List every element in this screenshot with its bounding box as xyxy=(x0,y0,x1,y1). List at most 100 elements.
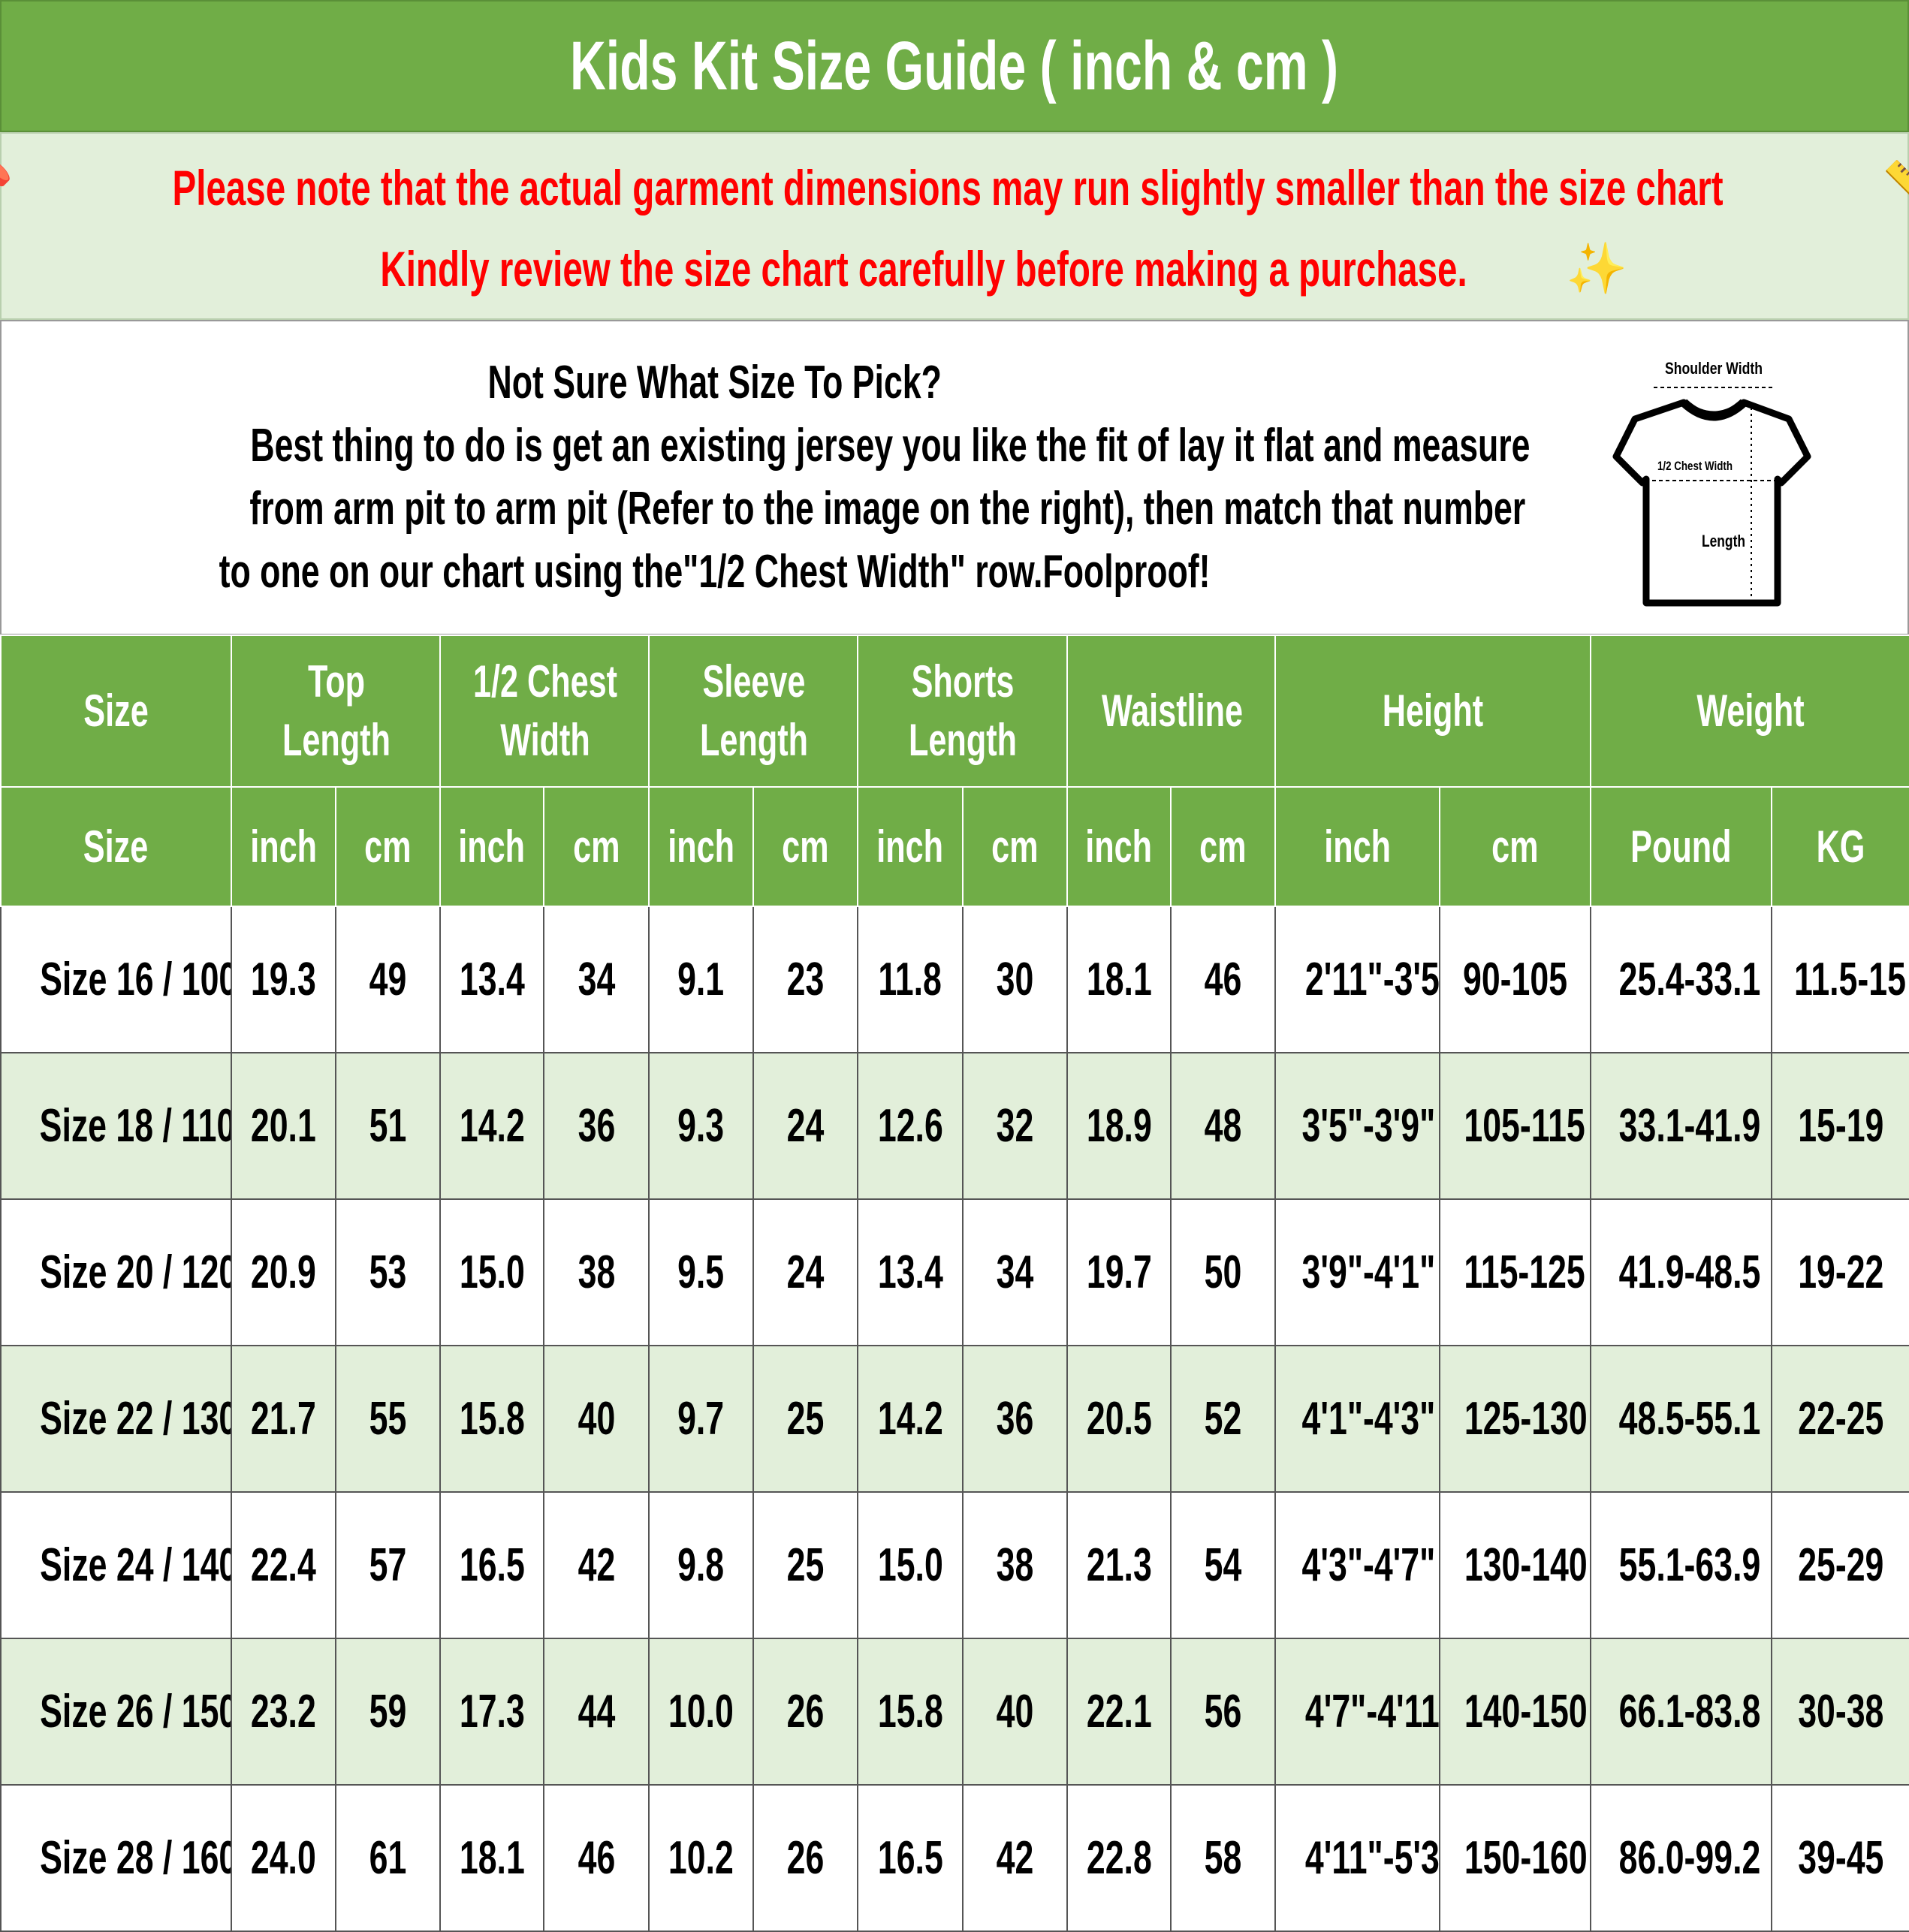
table-cell: 18.1 xyxy=(439,1784,544,1932)
table-cell: 24.0 xyxy=(231,1784,336,1932)
unit-header: cm xyxy=(335,786,441,907)
table-cell-text: 26 xyxy=(786,1832,825,1884)
table-cell-text: 18.1 xyxy=(459,1832,525,1884)
table-cell: 61 xyxy=(335,1784,441,1932)
table-cell-text: 40 xyxy=(578,1393,615,1445)
table-cell: 9.1 xyxy=(648,906,754,1053)
table-cell-text: 34 xyxy=(578,954,615,1005)
table-cell: 26 xyxy=(752,1784,858,1932)
table-cell-text: 18.1 xyxy=(1086,954,1152,1005)
shoulder-width-label: Shoulder Width xyxy=(1665,359,1763,378)
column-group-header: Waistline xyxy=(1066,634,1276,788)
table-cell: 53 xyxy=(335,1198,441,1346)
table-cell: 105-115 xyxy=(1439,1052,1591,1200)
table-cell: 25.4-33.1 xyxy=(1590,906,1772,1053)
size-cell: Size 24 / 140 xyxy=(0,1491,232,1639)
table-cell-text: 14.2 xyxy=(459,1100,525,1152)
table-cell-text: 30 xyxy=(996,954,1034,1005)
table-cell: 25 xyxy=(752,1491,858,1639)
table-cell: 15.8 xyxy=(439,1345,544,1493)
unit-header-text: cm xyxy=(572,821,620,872)
table-cell-text: 3'5"-3'9" xyxy=(1301,1100,1436,1152)
table-cell-text: 42 xyxy=(578,1539,615,1591)
table-cell-text: 4'1"-4'3" xyxy=(1301,1393,1436,1445)
size-cell: Size 28 / 160 xyxy=(0,1784,232,1932)
table-cell: 17.3 xyxy=(439,1638,544,1786)
table-row: Size 20 / 120 20.9 53 15.0 38 9.5 24 13.4 34 19.7… xyxy=(0,1198,1909,1346)
size-cell: Size 20 / 120 xyxy=(0,1198,232,1346)
unit-header: cm xyxy=(962,786,1068,907)
table-cell-text: 19.3 xyxy=(251,954,316,1005)
table-cell-text: 24.0 xyxy=(251,1832,316,1884)
table-cell: 9.3 xyxy=(648,1052,754,1200)
table-cell: 36 xyxy=(962,1345,1068,1493)
table-cell-text: 17.3 xyxy=(459,1686,525,1738)
table-row: Size 16 / 100 19.3 49 13.4 34 9.1 23 11.8 30 18.1… xyxy=(0,906,1909,1053)
unit-header-text: cm xyxy=(991,821,1039,872)
size-cell: Size 22 / 130 xyxy=(0,1345,232,1493)
table-cell: 30 xyxy=(962,906,1068,1053)
table-cell: 20.5 xyxy=(1066,1345,1172,1493)
table-cell-text: 56 xyxy=(1204,1686,1242,1738)
table-cell-text: 15.0 xyxy=(877,1539,943,1591)
table-cell: 26 xyxy=(752,1638,858,1786)
table-cell: 11.5-15 xyxy=(1771,906,1909,1053)
table-cell: 48 xyxy=(1170,1052,1276,1200)
unit-header-text: inch xyxy=(1324,821,1391,872)
table-cell: 150-160 xyxy=(1439,1784,1591,1932)
size-cell-text: Size 20 / 120 xyxy=(40,1246,231,1298)
table-cell-text: 23 xyxy=(786,954,825,1005)
table-cell-text: 90-105 xyxy=(1462,954,1568,1005)
header-row-units: Size inch cm inch cm inch cm inch cm inch cm inch cm… xyxy=(0,786,1909,907)
table-cell-text: 14.2 xyxy=(877,1393,943,1445)
table-cell-text: 22.1 xyxy=(1086,1686,1152,1738)
size-cell-text: Size 22 / 130 xyxy=(40,1393,231,1445)
table-cell-text: 3'9"-4'1" xyxy=(1301,1246,1436,1298)
table-cell: 34 xyxy=(962,1198,1068,1346)
table-cell-text: 66.1-83.8 xyxy=(1618,1686,1761,1738)
table-cell: 19-22 xyxy=(1771,1198,1909,1346)
unit-header: inch xyxy=(1066,786,1172,907)
table-cell: 21.7 xyxy=(231,1345,336,1493)
column-group-header-text: Size xyxy=(83,686,149,736)
table-cell-text: 18.9 xyxy=(1086,1100,1152,1152)
table-cell: 20.1 xyxy=(231,1052,336,1200)
table-cell-text: 30-38 xyxy=(1797,1686,1884,1738)
table-cell: 19.7 xyxy=(1066,1198,1172,1346)
table-cell-text: 40 xyxy=(996,1686,1034,1738)
table-cell: 57 xyxy=(335,1491,441,1639)
size-cell: Size 18 / 110 xyxy=(0,1052,232,1200)
table-cell: 86.0-99.2 xyxy=(1590,1784,1772,1932)
table-cell-text: 15.8 xyxy=(459,1393,525,1445)
unit-header: inch xyxy=(857,786,964,907)
table-cell-text: 26 xyxy=(786,1686,825,1738)
table-cell-text: 12.6 xyxy=(877,1100,943,1152)
table-cell: 22.1 xyxy=(1066,1638,1172,1786)
table-cell-text: 25-29 xyxy=(1797,1539,1884,1591)
pushpin-icon: 📌 xyxy=(0,158,14,217)
table-cell-text: 41.9-48.5 xyxy=(1618,1246,1761,1298)
table-cell: 55.1-63.9 xyxy=(1590,1491,1772,1639)
table-cell: 21.3 xyxy=(1066,1491,1172,1639)
unit-header: Size xyxy=(0,786,232,907)
table-cell-text: 4'3"-4'7" xyxy=(1301,1539,1436,1591)
column-group-header: Size xyxy=(0,634,232,788)
table-cell: 46 xyxy=(1170,906,1276,1053)
table-cell-text: 54 xyxy=(1204,1539,1242,1591)
table-cell-text: 24 xyxy=(786,1100,825,1152)
table-cell: 13.4 xyxy=(439,906,544,1053)
table-cell: 36 xyxy=(543,1052,650,1200)
table-cell-text: 51 xyxy=(369,1100,407,1152)
table-cell: 4'11"-5'3" xyxy=(1274,1784,1440,1932)
table-cell: 15.0 xyxy=(857,1491,964,1639)
table-cell-text: 42 xyxy=(996,1832,1034,1884)
table-cell-text: 53 xyxy=(369,1246,407,1298)
unit-header-text: inch xyxy=(876,821,944,872)
table-cell-text: 38 xyxy=(996,1539,1034,1591)
table-cell-text: 20.9 xyxy=(251,1246,316,1298)
table-cell: 38 xyxy=(962,1491,1068,1639)
table-cell-text: 21.7 xyxy=(251,1393,316,1445)
table-cell-text: 9.3 xyxy=(677,1100,725,1152)
table-cell-text: 20.5 xyxy=(1086,1393,1152,1445)
table-cell-text: 130-140 xyxy=(1464,1539,1588,1591)
